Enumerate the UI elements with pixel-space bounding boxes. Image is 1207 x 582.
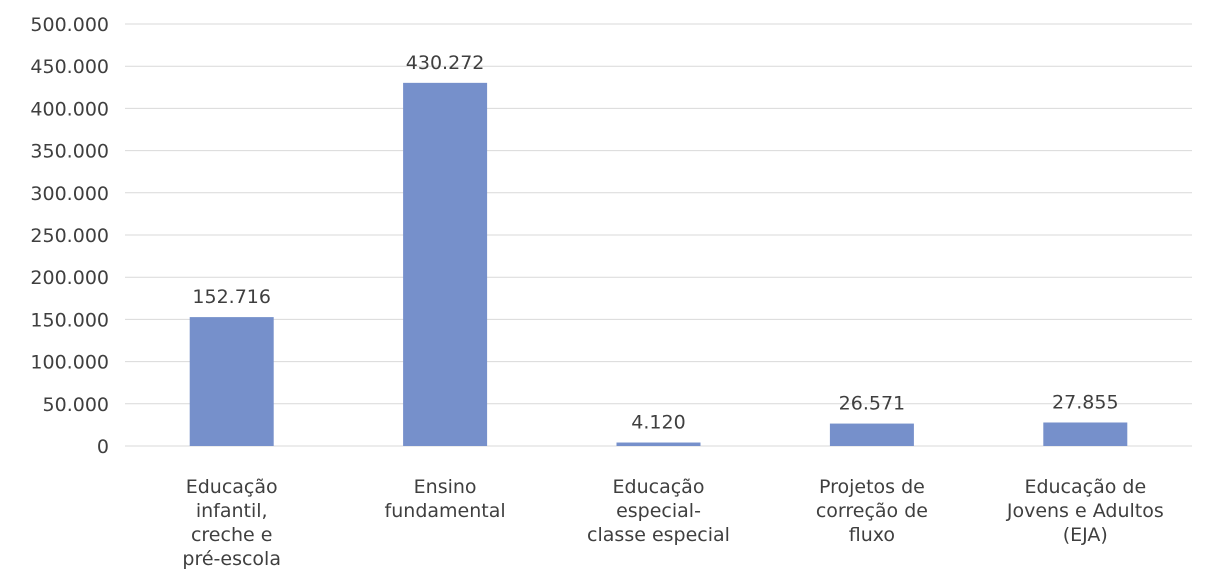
data-label: 26.571	[839, 393, 905, 415]
y-tick-label: 350.000	[30, 141, 109, 163]
x-axis-category-labels: Educação infantil, creche e pré-escola Ensin…	[182, 476, 1163, 570]
bar	[617, 443, 701, 446]
category-label: Ensino fundamental	[385, 476, 506, 522]
category-label: Educação especial-classe especial	[587, 476, 730, 546]
data-label: 27.855	[1052, 391, 1118, 413]
data-label: 152.716	[192, 286, 271, 308]
y-tick-label: 450.000	[30, 56, 109, 78]
category-label: Projetos de correção de fluxo	[816, 476, 928, 546]
data-label: 430.272	[406, 52, 485, 74]
y-tick-label: 500.000	[30, 14, 109, 36]
y-axis-tick-labels: 0 50.000 100.000 150.000 200.000 250.000 300.0…	[30, 14, 109, 458]
y-tick-label: 100.000	[30, 352, 109, 374]
y-tick-label: 200.000	[30, 267, 109, 289]
category-label: Educação infantil, creche e pré-escola	[182, 476, 281, 570]
bar	[1043, 422, 1127, 446]
y-tick-label: 250.000	[30, 225, 109, 247]
category-label: Educação de Jovens e Adultos (EJA)	[1006, 476, 1164, 546]
y-tick-label: 300.000	[30, 183, 109, 205]
data-labels: 152.716 430.272 4.120 26.571 27.855	[192, 52, 1118, 434]
data-label: 4.120	[631, 412, 685, 434]
y-tick-label: 50.000	[43, 394, 109, 416]
bar	[403, 83, 487, 446]
gridlines	[125, 24, 1192, 446]
y-tick-label: 0	[97, 436, 109, 458]
y-tick-label: 150.000	[30, 309, 109, 331]
bars	[190, 83, 1128, 446]
bar	[830, 424, 914, 446]
y-tick-label: 400.000	[30, 98, 109, 120]
bar	[190, 317, 274, 446]
